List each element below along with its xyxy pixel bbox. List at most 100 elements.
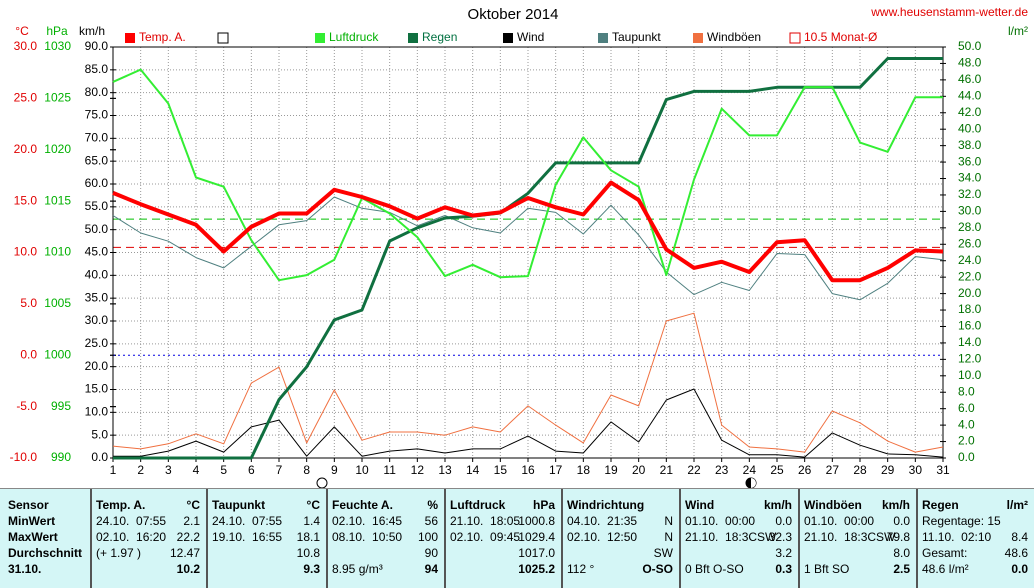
cell-note: 04.10. 21:35 [567, 514, 638, 528]
cell-note: 31.10. [8, 562, 42, 576]
legend-label: Temp. A. [139, 30, 186, 44]
y-tick-label: 5.0 [91, 427, 108, 441]
plot-frame [112, 46, 944, 459]
y-tick-label: 24.0 [958, 253, 982, 267]
y-tick-label: 18.0 [958, 302, 982, 316]
y-tick-label: 10.0 [958, 368, 982, 382]
y-tick-label: -10.0 [10, 450, 38, 464]
table-row: 24.10. 07:55 1.4 [208, 513, 326, 529]
y-tick-label: 60.0 [85, 176, 109, 190]
header-unit: °C [186, 498, 200, 512]
cell-value: 0.0 [775, 514, 792, 528]
cell-value: 0.3 [775, 562, 792, 576]
table-row: 21.10. 18:3CSW 32.3 [681, 529, 798, 545]
y-tick-label: 4.0 [958, 417, 975, 431]
cell-value: 0.0 [1011, 562, 1028, 576]
header-title: Temp. A. [96, 498, 146, 512]
legend-label: Windböen [707, 30, 761, 44]
y-tick-label: 1000 [44, 347, 71, 361]
y-tick-label: 990 [51, 450, 71, 464]
y-tick-label: -5.0 [16, 399, 37, 413]
y-tick-label: 10.0 [85, 405, 109, 419]
y-tick-label: 36.0 [958, 154, 982, 168]
y-tick-label: 32.0 [958, 187, 982, 201]
cell-note: 02.10. 12:50 [567, 530, 638, 544]
y-tick-label: 55.0 [85, 199, 109, 213]
axis-label: °C [15, 24, 29, 38]
cell-value: N [664, 530, 673, 544]
table-row: 10.8 [208, 545, 326, 561]
y-tick-label: 45.0 [85, 245, 109, 259]
table-section: Regen l/m² Regentage: 15 11.10. 02:10 8.4 Ges… [916, 489, 1034, 588]
cell-value: 2.5 [893, 562, 910, 576]
header-title: Feuchte A. [332, 498, 393, 512]
table-header: Taupunkt °C [208, 497, 326, 513]
chart-title: Oktober 2014 [468, 6, 559, 23]
cell-value: 1.4 [303, 514, 320, 528]
y-tick-label: 15.0 [14, 193, 38, 207]
cell-value: 18.1 [296, 530, 320, 544]
y-tick-label: 50.0 [958, 39, 982, 53]
cell-note: Regentage: 15 [922, 514, 1001, 528]
table-row: 1017.0 [446, 545, 561, 561]
y-tick-label: 1005 [44, 296, 71, 310]
legend-swatch [503, 33, 513, 43]
x-tick-label: 21 [660, 463, 674, 477]
table-row: MinWert [4, 513, 90, 529]
table-header: Temp. A. °C [92, 497, 206, 513]
header-title: Sensor [8, 498, 49, 512]
table-section: Sensor MinWert MaxWert Durchschnitt 31.10. [4, 489, 90, 588]
legend-swatch [125, 33, 135, 43]
axis-label: hPa [46, 24, 68, 38]
table-row: 1 Bft SO 2.5 [800, 561, 916, 577]
y-tick-label: 15.0 [85, 382, 109, 396]
x-tick-label: 8 [303, 463, 310, 477]
y-tick-label: 6.0 [958, 401, 975, 415]
y-tick-label: 1010 [44, 245, 71, 259]
y-tick-label: 40.0 [85, 268, 109, 282]
cell-value: 94 [424, 562, 438, 576]
cell-value: 9.3 [303, 562, 320, 576]
table-row: 02.10. 12:50 N [563, 529, 679, 545]
table-row: Durchschnitt [4, 545, 90, 561]
header-unit: km/h [881, 498, 910, 512]
header-unit: hPa [532, 498, 555, 512]
cell-value: 10.2 [176, 562, 200, 576]
x-tick-label: 13 [438, 463, 452, 477]
x-tick-label: 7 [276, 463, 283, 477]
series-line [112, 68, 943, 282]
y-tick-label: 0.0 [20, 347, 37, 361]
x-tick-label: 20 [632, 463, 646, 477]
y-tick-label: 20.0 [958, 286, 982, 300]
x-tick-label: 28 [853, 463, 867, 477]
axis-label: km/h [79, 24, 105, 38]
x-tick-label: 27 [826, 463, 840, 477]
series-line [112, 312, 944, 453]
table-row: 9.3 [208, 561, 326, 577]
table-header: Windrichtung [563, 497, 679, 513]
y-tick-label: 20.0 [14, 142, 38, 156]
table-row: 1025.2 [446, 561, 561, 577]
table-row: 04.10. 21:35 N [563, 513, 679, 529]
legend-box [217, 32, 229, 44]
axis-label: l/m² [1008, 24, 1028, 38]
cell-note: Gesamt: [922, 546, 968, 560]
x-tick-label: 18 [577, 463, 591, 477]
header-title: Windböen [804, 498, 862, 512]
cell-note: 21.10. 18:05 [450, 514, 521, 528]
y-tick-label: 20.0 [85, 359, 109, 373]
table-row: 90 [328, 545, 444, 561]
x-tick-label: 14 [466, 463, 480, 477]
cell-value: 22.2 [176, 530, 200, 544]
legend-swatch [598, 33, 608, 43]
y-tick-label: 995 [51, 399, 71, 413]
x-tick-label: 17 [549, 463, 563, 477]
y-tick-label: 80.0 [85, 85, 109, 99]
table-header: Luftdruck hPa [446, 497, 561, 513]
cell-note: 48.6 l/m² [922, 562, 969, 576]
series-line [112, 196, 944, 301]
y-tick-label: 25.0 [85, 336, 109, 350]
y-tick-label: 46.0 [958, 72, 982, 86]
header-unit: km/h [763, 498, 792, 512]
x-tick-label: 10 [355, 463, 369, 477]
